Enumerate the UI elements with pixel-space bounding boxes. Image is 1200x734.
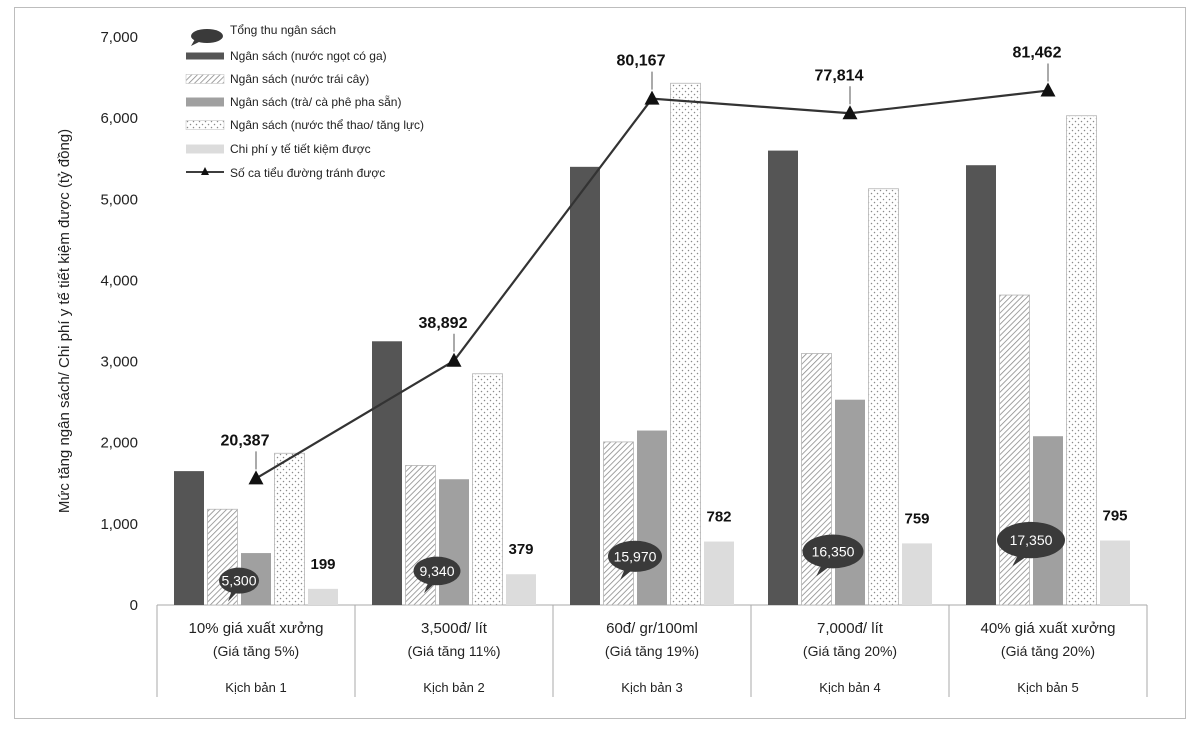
bar-hatch-3 [603,441,634,606]
category-label: 7,000đ/ lít [817,620,884,637]
category-sublabel: (Giá tăng 11%) [407,643,500,659]
category-sublabel: (Giá tăng 20%) [803,643,897,659]
y-tick-label: 3,000 [100,354,138,371]
health-savings-label: 199 [310,556,335,573]
legend-label: Tổng thu ngân sách [230,23,336,37]
scenario-label: Kịch bản 5 [1017,680,1078,695]
bar-dark-3 [570,166,600,606]
bar-dots-3 [670,82,701,606]
health-savings-label: 379 [508,541,533,558]
y-tick-label: 6,000 [100,110,138,127]
budget-revenue-bubble: 5,300 [219,567,259,602]
legend-item-dark: Ngân sách (nước ngọt có ga) [186,49,387,63]
bar-light-4 [902,543,932,605]
legend-line-marker [201,167,209,175]
bar-light-5 [1100,540,1130,605]
bar-mid-2 [439,479,469,605]
diabetes-cases-label: 80,167 [617,53,666,70]
legend-item-dots: Ngân sách (nước thể thao/ tăng lực) [185,118,424,132]
line-marker [248,470,264,485]
scenario-label: Kịch bản 2 [423,680,484,695]
bar-mid-5 [1033,436,1063,605]
scenario-label: Kịch bản 3 [621,680,682,695]
y-tick-label: 7,000 [100,29,138,46]
budget-revenue-bubble: 9,340 [413,556,461,594]
y-tick-label: 4,000 [100,272,138,289]
legend-swatch [185,74,225,84]
legend-bubble-swatch [191,29,223,43]
diabetes-cases-label: 77,814 [815,67,864,84]
category-label: 10% giá xuất xưởng [189,620,324,637]
y-tick-label: 2,000 [100,435,138,452]
bubble-body [997,521,1065,559]
category-sublabel: (Giá tăng 19%) [605,643,699,659]
bar-dots-4 [868,188,899,606]
category-label: 40% giá xuất xưởng [981,620,1116,637]
budget-revenue-bubble: 17,350 [997,521,1065,567]
bubble-body [802,534,864,569]
bar-dark-2 [372,341,402,605]
y-tick-label: 5,000 [100,191,138,208]
y-axis-label: Mức tăng ngân sách/ Chi phí y tế tiết ki… [56,129,73,513]
legend-item-light: Chi phí y tế tiết kiệm được [186,142,371,156]
bar-dark-1 [174,471,204,605]
budget-revenue-label: 17,350 [1010,532,1053,548]
bar-dots-2 [472,373,503,606]
legend-label: Ngân sách (nước ngọt có ga) [230,49,387,63]
legend-label: Số ca tiểu đường tránh được [230,166,385,180]
bar-light-3 [704,541,734,605]
bar-mid-4 [835,399,865,605]
budget-revenue-bubble: 15,970 [608,540,662,580]
bar-mid-3 [637,430,667,605]
bar-dots-5 [1066,115,1097,606]
legend-item-mid: Ngân sách (trà/ cà phê pha sẵn) [186,94,401,109]
legend-label: Chi phí y tế tiết kiệm được [230,142,371,156]
legend-swatch [185,120,225,130]
scenario-label: Kịch bản 4 [819,680,880,695]
bubble-body [608,540,662,572]
legend-swatch [186,144,224,154]
bar-dots-1 [274,452,305,606]
legend-item-budget-revenue: Tổng thu ngân sách [191,23,336,46]
bar-hatch-5 [999,294,1030,606]
legend-label: Ngân sách (nước thể thao/ tăng lực) [230,118,424,132]
legend-item-hatch: Ngân sách (nước trái cây) [185,72,369,86]
diabetes-cases-label: 20,387 [221,432,270,449]
line-marker [1040,82,1056,97]
legend-swatch [186,52,224,60]
y-tick-label: 1,000 [100,516,138,533]
budget-revenue-label: 9,340 [419,563,454,579]
legend-swatch [186,97,224,107]
diabetes-cases-label: 38,892 [419,315,468,332]
category-label: 60đ/ gr/100ml [606,620,698,637]
category-sublabel: (Giá tăng 20%) [1001,643,1095,659]
budget-revenue-label: 5,300 [221,573,256,589]
bar-dark-5 [966,165,996,605]
bar-dark-4 [768,150,798,605]
health-savings-label: 795 [1102,507,1127,524]
legend-bubble-tail [191,39,201,46]
health-savings-label: 759 [904,510,929,527]
legend-label: Ngân sách (nước trái cây) [230,72,369,86]
chart-frame [14,7,1186,719]
scenario-label: Kịch bản 1 [225,680,286,695]
bubble-body [219,567,259,594]
bar-light-2 [506,574,536,605]
legend-item-diabetes-line: Số ca tiểu đường tránh được [186,166,385,180]
line-marker [446,352,462,367]
health-savings-label: 782 [706,509,731,526]
budget-revenue-bubble: 16,350 [802,534,864,577]
line-marker [842,105,858,120]
legend-label: Ngân sách (trà/ cà phê pha sẵn) [230,94,401,109]
category-label: 3,500đ/ lít [421,620,488,637]
y-tick-label: 0 [130,597,138,614]
line-marker [644,90,660,105]
budget-revenue-label: 16,350 [812,543,855,559]
bar-light-1 [308,588,338,605]
budget-revenue-label: 15,970 [614,548,657,564]
bubble-body [413,556,461,586]
category-sublabel: (Giá tăng 5%) [213,643,299,659]
diabetes-cases-label: 81,462 [1013,45,1062,62]
